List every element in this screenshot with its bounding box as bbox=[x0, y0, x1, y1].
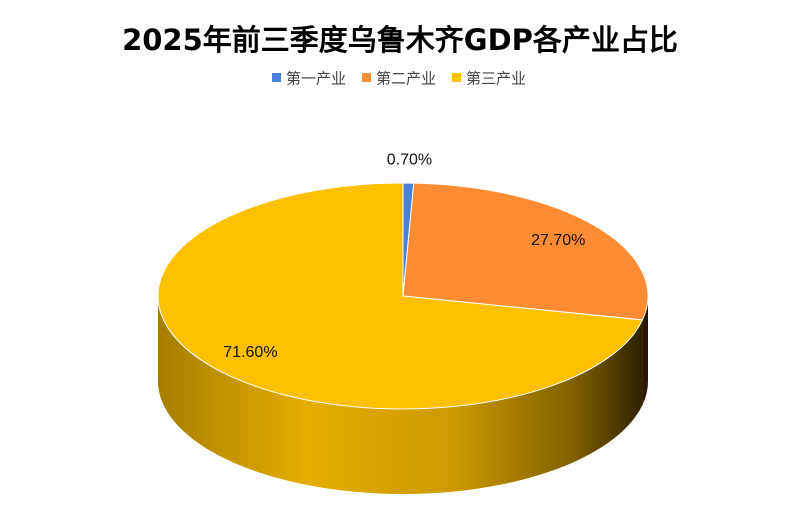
legend-swatch bbox=[362, 73, 371, 82]
legend-swatch bbox=[452, 73, 461, 82]
legend-label: 第二产业 bbox=[376, 70, 436, 88]
slice bbox=[157, 182, 644, 410]
data-label: 71.60% bbox=[223, 344, 277, 361]
legend-label: 第三产业 bbox=[466, 70, 526, 88]
slice-side-shade bbox=[642, 296, 648, 405]
slice bbox=[402, 182, 649, 321]
legend-swatch bbox=[272, 73, 281, 82]
data-label: 0.70% bbox=[387, 152, 432, 169]
slice-side-shade bbox=[158, 296, 643, 494]
data-label: 27.70% bbox=[531, 232, 585, 249]
legend: 第一产业 第二产业 第三产业 bbox=[272, 70, 526, 88]
legend-label: 第一产业 bbox=[286, 70, 346, 88]
chart-title: 2025年前三季度乌鲁木齐GDP各产业占比 bbox=[122, 23, 678, 57]
